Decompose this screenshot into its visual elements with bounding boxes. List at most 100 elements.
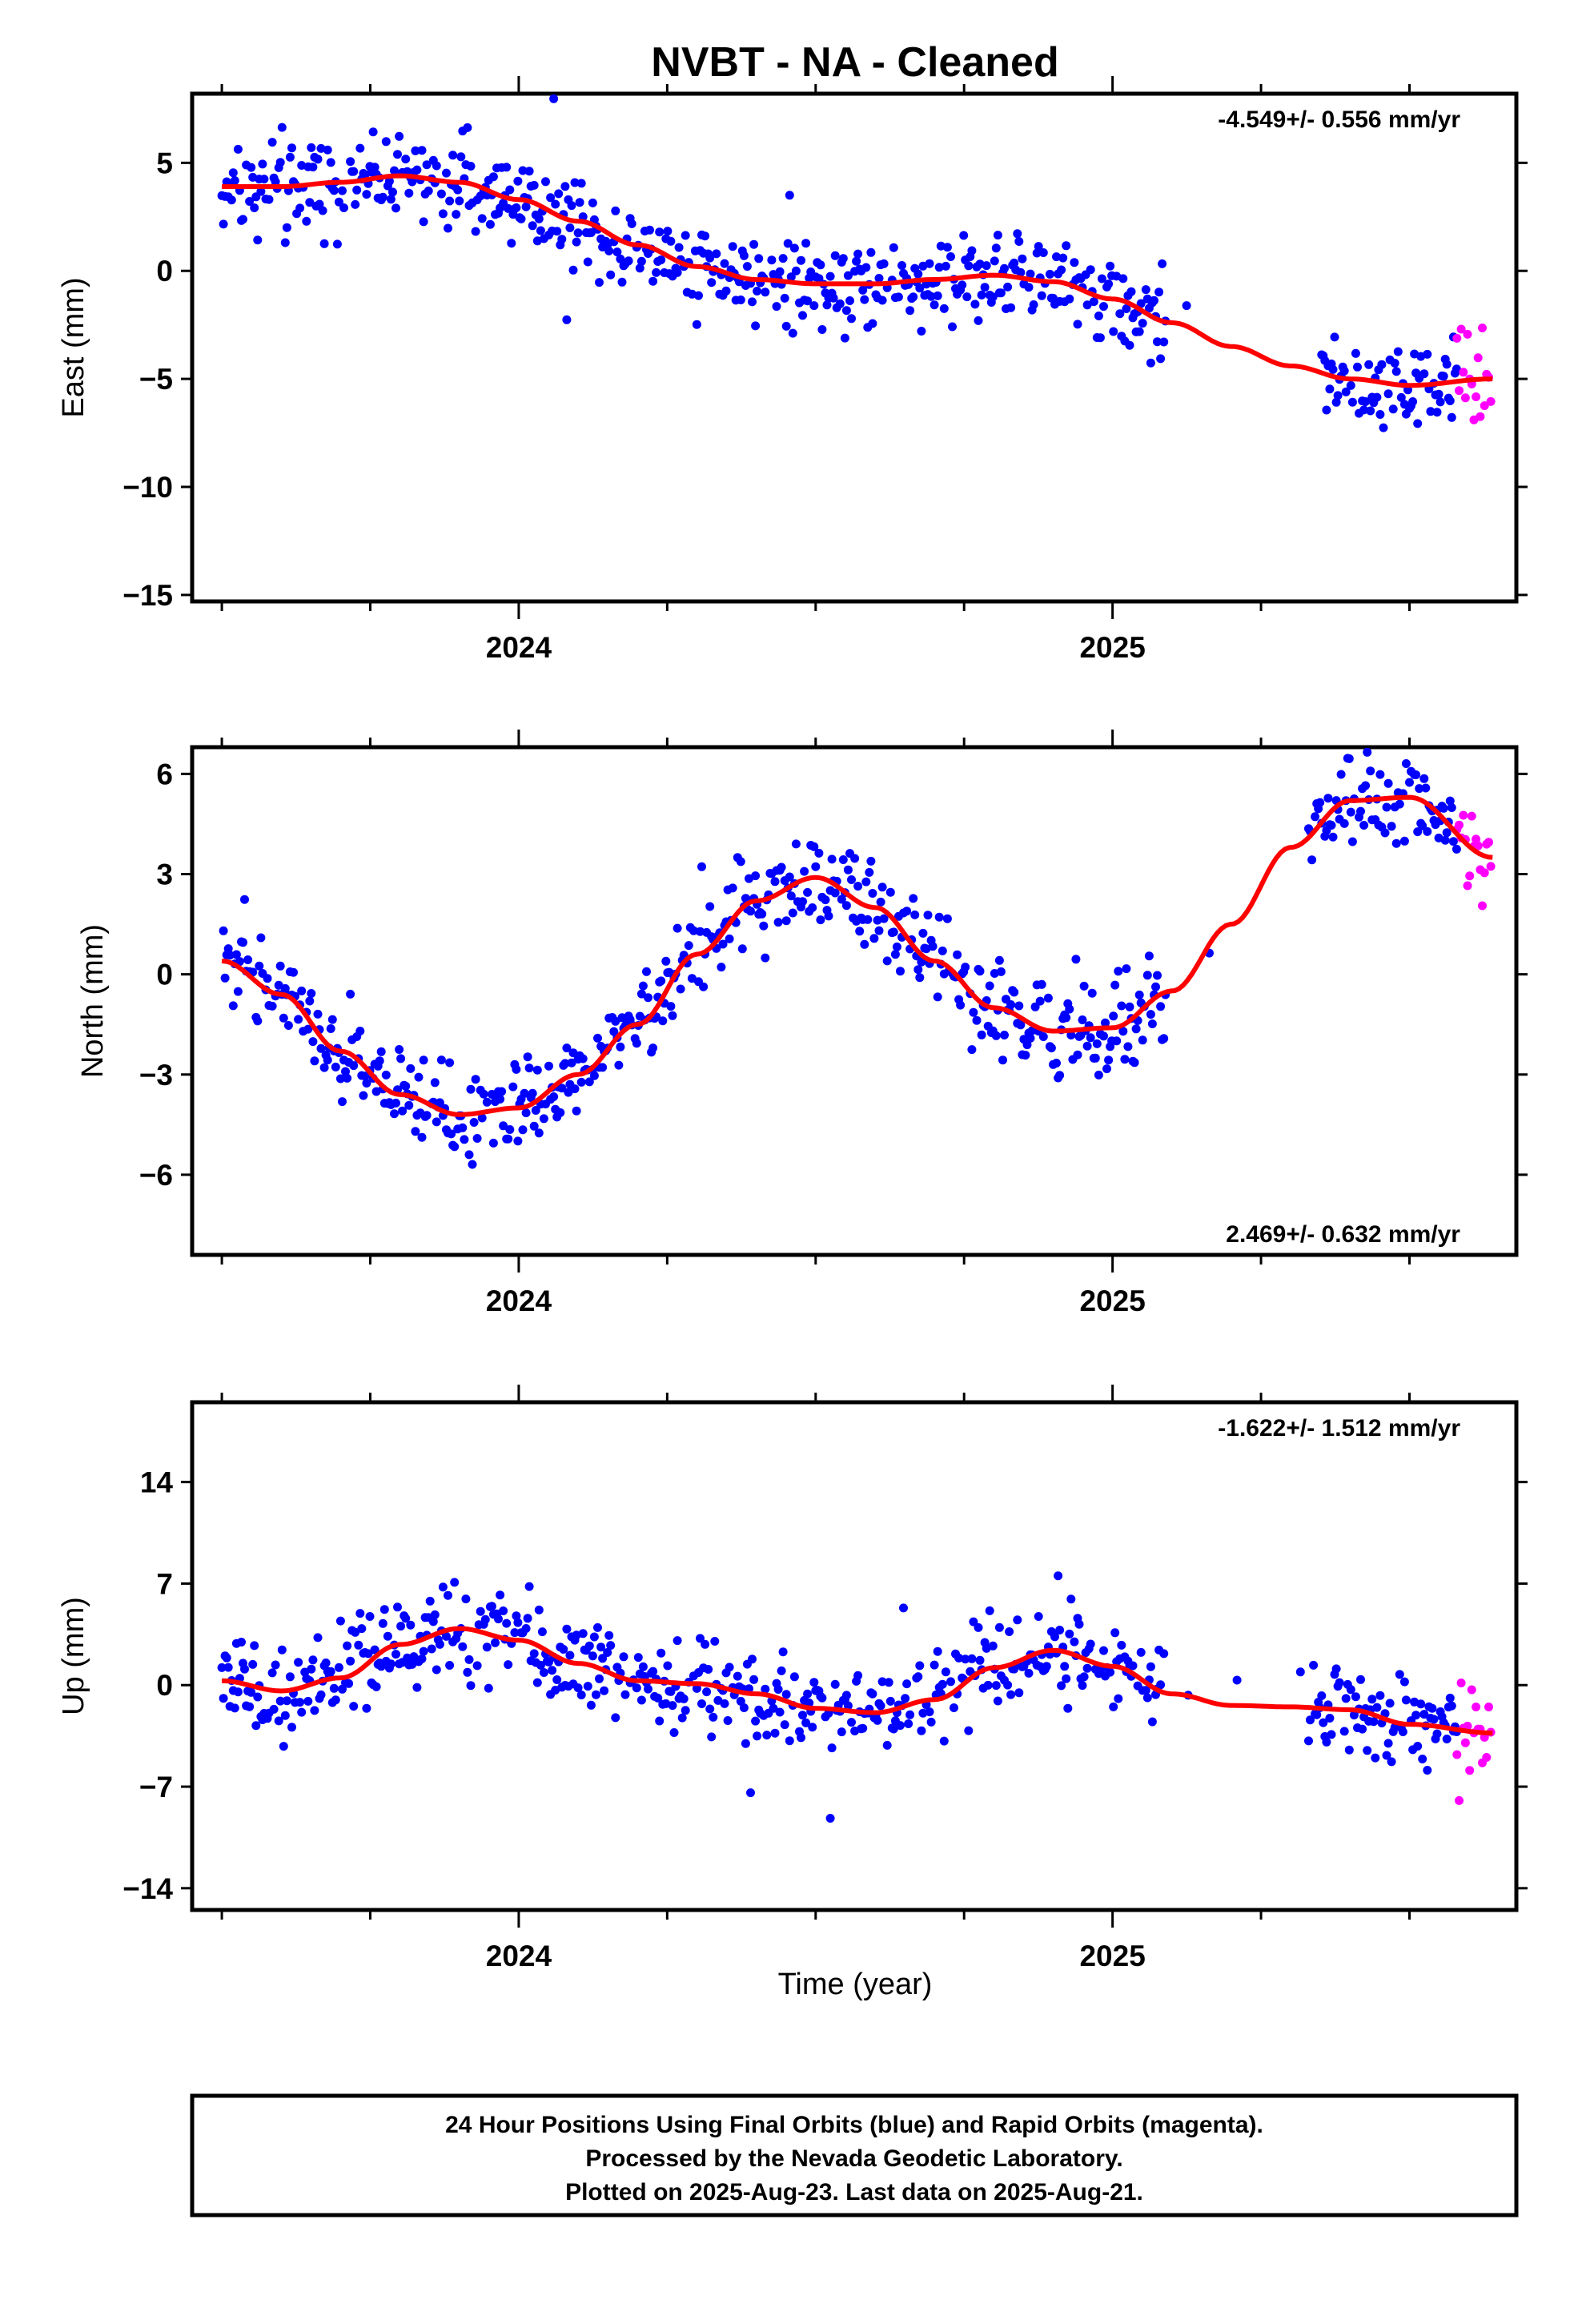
y-tick-label: −10 (122, 471, 173, 504)
final-orbit-point (653, 1693, 663, 1703)
final-orbit-point (1382, 802, 1391, 812)
final-orbit-point (417, 1132, 427, 1142)
final-orbit-point (412, 165, 422, 175)
y-axis-label: Up (mm) (57, 1597, 90, 1715)
final-orbit-point (253, 1692, 263, 1702)
final-orbit-point (915, 283, 925, 293)
final-orbit-point (1134, 327, 1144, 336)
final-orbit-point (471, 227, 480, 236)
final-orbit-point (762, 1731, 772, 1740)
final-orbit-point (395, 1045, 404, 1054)
final-orbit-point (479, 1089, 488, 1099)
final-orbit-point (588, 1651, 597, 1661)
final-orbit-point (529, 1649, 539, 1659)
final-orbit-point (1130, 1058, 1139, 1068)
final-orbit-point (310, 1056, 319, 1066)
final-orbit-point (783, 239, 793, 248)
final-orbit-point (464, 1150, 474, 1160)
final-orbit-point (822, 300, 832, 310)
final-orbit-point (967, 1045, 977, 1055)
rate-annotation: 2.469+/- 0.632 mm/yr (1226, 1221, 1460, 1248)
final-orbit-point (821, 895, 830, 905)
final-orbit-point (1361, 397, 1371, 406)
final-orbit-point (692, 1683, 701, 1693)
final-orbit-point (809, 301, 819, 311)
final-orbit-point (817, 325, 827, 334)
final-orbit-point (432, 1117, 441, 1127)
final-orbit-point (375, 1056, 384, 1066)
final-orbit-point (456, 152, 466, 162)
final-orbit-point (390, 166, 399, 175)
final-orbit-point (376, 1047, 386, 1056)
final-orbit-point (964, 1726, 974, 1735)
final-orbit-point (673, 267, 682, 277)
rapid-orbit-point (1478, 324, 1487, 332)
final-orbit-point (1095, 333, 1105, 343)
final-orbit-point (1073, 1050, 1082, 1059)
final-orbit-point (468, 1160, 477, 1169)
final-orbit-point (1336, 770, 1346, 779)
rapid-orbit-point (1472, 834, 1481, 844)
final-orbit-point (271, 1660, 280, 1670)
final-orbit-point (644, 1684, 652, 1694)
final-orbit-point (395, 131, 404, 141)
final-orbit-point (687, 974, 697, 983)
final-orbit-point (406, 1063, 416, 1073)
final-orbit-point (419, 1647, 428, 1656)
rapid-orbit-point (1484, 1703, 1493, 1711)
final-orbit-point (617, 277, 627, 287)
y-tick-label: 6 (156, 758, 173, 790)
final-orbit-point (297, 986, 307, 995)
final-orbit-point (913, 269, 923, 279)
final-orbit-point (838, 855, 848, 864)
final-orbit-point (636, 1695, 646, 1705)
final-orbit-point (840, 333, 849, 343)
final-orbit-point (303, 1024, 313, 1034)
final-orbit-point (584, 1077, 594, 1087)
fit-curve (222, 173, 1493, 388)
rapid-orbit-point (1486, 862, 1496, 871)
final-orbit-point (1034, 242, 1043, 251)
final-orbit-point (972, 1015, 982, 1025)
final-orbit-point (567, 1058, 576, 1068)
final-orbit-point (770, 1728, 780, 1738)
final-orbit-point (438, 1582, 448, 1592)
final-orbit-point (1122, 964, 1131, 974)
final-orbit-point (1123, 1042, 1133, 1051)
final-orbit-point (432, 1665, 441, 1675)
final-orbit-point (539, 1114, 548, 1124)
final-orbit-point (939, 1736, 949, 1746)
final-orbit-point (308, 1037, 318, 1047)
final-orbit-point (338, 1097, 347, 1107)
final-orbit-point (578, 1629, 588, 1638)
final-orbit-point (334, 1663, 343, 1672)
final-orbit-point (496, 1095, 505, 1104)
final-orbit-point (633, 1653, 643, 1663)
final-orbit-point (1327, 1730, 1336, 1739)
final-orbit-point (1065, 1629, 1074, 1638)
final-orbit-point (1358, 1724, 1367, 1734)
final-orbit-point (905, 306, 915, 316)
final-orbit-point (411, 146, 420, 155)
final-orbit-point (1078, 1015, 1087, 1024)
final-orbit-point (1146, 1662, 1155, 1671)
final-orbit-point (1346, 380, 1355, 390)
final-orbit-point (753, 287, 762, 296)
final-orbit-point (816, 260, 825, 270)
final-orbit-point (777, 1666, 786, 1675)
final-orbit-point (1000, 1031, 1009, 1039)
final-orbit-point (455, 196, 464, 206)
final-orbit-point (588, 198, 597, 207)
final-orbit-point (586, 1700, 596, 1710)
final-orbit-point (1415, 784, 1424, 794)
final-orbit-point (644, 993, 652, 1003)
final-orbit-point (751, 1716, 761, 1726)
final-orbit-point (1032, 248, 1042, 258)
final-orbit-point (1419, 774, 1429, 783)
final-orbit-point (991, 243, 1001, 253)
final-orbit-point (868, 1689, 877, 1699)
final-orbit-point (1429, 1715, 1439, 1724)
y-tick-label: −6 (139, 1159, 173, 1192)
final-orbit-point (1030, 1002, 1040, 1011)
final-orbit-point (1440, 835, 1450, 845)
